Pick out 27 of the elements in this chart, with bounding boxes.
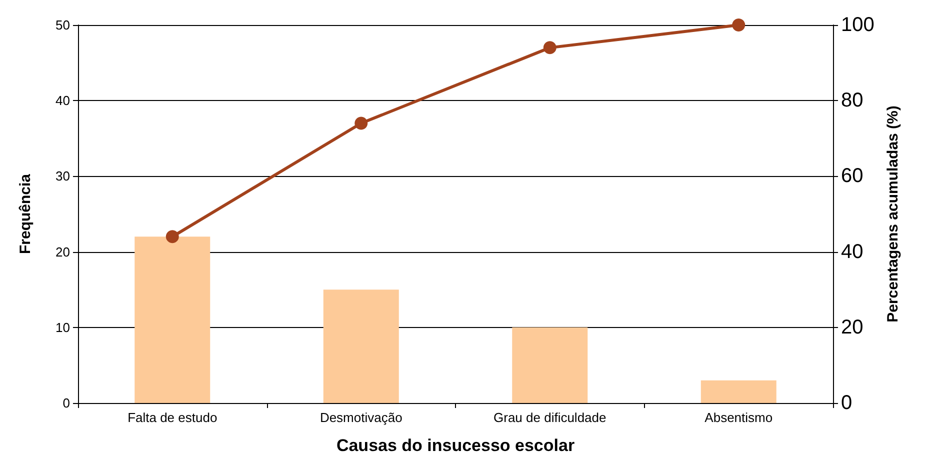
bar [134, 236, 210, 403]
y-tick-label: 20 [56, 244, 70, 260]
y-tick-label: 40 [56, 93, 70, 108]
bar [512, 327, 588, 403]
y2-tick-label: 20 [841, 316, 864, 338]
y2-tick-label: 80 [841, 90, 864, 112]
y2-tick-label: 60 [841, 165, 864, 188]
x-tick-label: Falta de estudo [128, 410, 218, 425]
y2-tick-label: 40 [841, 240, 864, 263]
bar [323, 290, 399, 403]
y-tick-label: 50 [56, 18, 70, 32]
point [354, 116, 368, 130]
y2-tick-label: 100 [841, 14, 874, 36]
x-axis-title: Causas do insucesso escolar [336, 436, 575, 455]
y-tick-label: 0 [62, 396, 70, 410]
point [166, 230, 179, 244]
y2-axis-title: Percentagens acumuladas (%) [884, 106, 902, 322]
y-axis-title: Frequência [17, 173, 34, 254]
bar [700, 380, 776, 403]
y-tick-label: 10 [56, 320, 70, 335]
x-tick-label: Grau de dificuldade [494, 410, 606, 425]
point [543, 41, 556, 54]
x-tick-label: Absentismo [704, 410, 773, 425]
point [732, 18, 746, 32]
y-tick-label: 30 [56, 168, 70, 184]
x-tick-label: Desmotivação [320, 410, 402, 425]
y2-tick-label: 0 [841, 392, 852, 414]
